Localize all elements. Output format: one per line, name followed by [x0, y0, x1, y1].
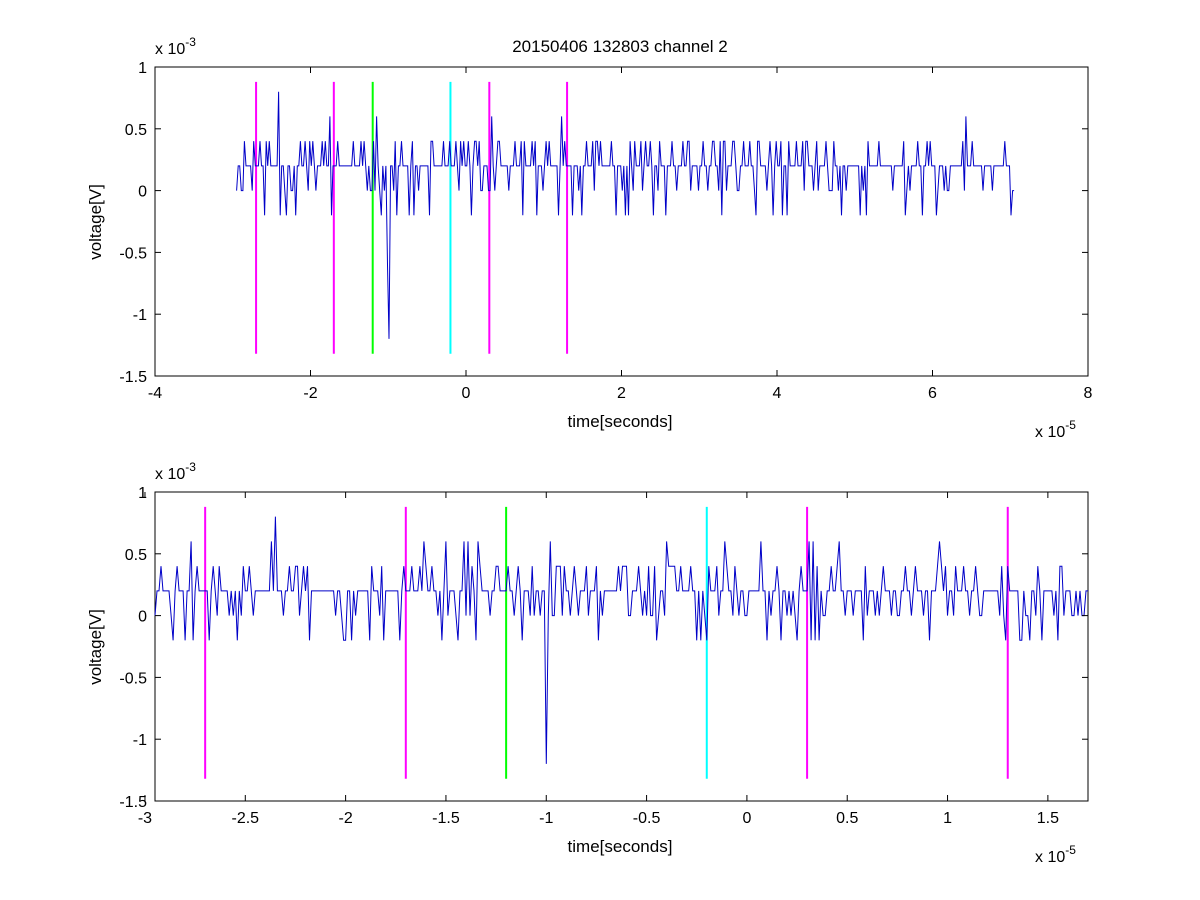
top-x-tick-label: 0 — [462, 385, 471, 402]
top-x-multiplier-exponent: -5 — [1065, 418, 1076, 432]
top-x-multiplier-base: x 10 — [1035, 424, 1065, 441]
bottom-x-axis-label: time[seconds] — [568, 837, 673, 856]
top-x-axis-label: time[seconds] — [568, 412, 673, 431]
bottom-y-multiplier-exponent: -3 — [185, 460, 196, 474]
top-markers — [255, 81, 569, 354]
bottom-y-ticks: -1.5 -1 -0.5 0 0.5 1 — [119, 485, 1088, 811]
bottom-x-tick-label: 0 — [742, 810, 751, 827]
top-y-tick-label: 0.5 — [125, 122, 147, 139]
top-x-tick-label: 6 — [928, 385, 937, 402]
top-y-ticks: -1.5 -1 -0.5 0 0.5 1 — [119, 60, 1088, 386]
top-x-tick-label: 8 — [1084, 385, 1093, 402]
bottom-x-multiplier: x 10-5 — [1035, 843, 1076, 866]
top-y-multiplier: x 10-3 — [155, 35, 196, 58]
bottom-y-tick-label: 0.5 — [125, 547, 147, 564]
top-y-tick-label: -1 — [133, 307, 147, 324]
bottom-y-multiplier: x 10-3 — [155, 460, 196, 483]
top-x-tick-label: 4 — [773, 385, 782, 402]
top-y-tick-label: 0 — [138, 184, 147, 201]
top-x-ticks: -4 -2 0 2 4 6 8 — [148, 67, 1093, 402]
bottom-y-tick-label: 1 — [138, 485, 147, 502]
top-y-axis-label: voltage[V] — [86, 184, 105, 260]
bottom-axes-box — [154, 491, 1089, 802]
top-x-tick-label: -4 — [148, 385, 162, 402]
bottom-y-tick-label: -1 — [133, 732, 147, 749]
bottom-y-axis-label: voltage[V] — [86, 609, 105, 685]
bottom-y-multiplier-base: x 10 — [155, 466, 185, 483]
bottom-x-tick-label: -1 — [539, 810, 553, 827]
bottom-subplot: -3 -2.5 -2 -1.5 -1 -0.5 0 0.5 1 1.5 -1.5 -1 -0.5 0 0.… — [86, 460, 1089, 866]
top-signal-line — [236, 91, 1015, 339]
bottom-x-tick-label: -2.5 — [232, 810, 260, 827]
bottom-y-tick-label: -1.5 — [119, 794, 147, 811]
bottom-x-tick-label: -1.5 — [432, 810, 460, 827]
top-x-tick-label: 2 — [617, 385, 626, 402]
top-x-multiplier: x 10-5 — [1035, 418, 1076, 441]
bottom-x-ticks: -3 -2.5 -2 -1.5 -1 -0.5 0 0.5 1 1.5 — [138, 492, 1059, 827]
top-y-tick-label: -1.5 — [119, 369, 147, 386]
bottom-y-tick-label: -0.5 — [119, 670, 147, 687]
bottom-x-tick-label: 0.5 — [836, 810, 858, 827]
bottom-x-tick-label: 1 — [943, 810, 952, 827]
top-axes-box — [154, 66, 1089, 377]
bottom-markers — [204, 506, 1009, 779]
top-y-tick-label: 1 — [138, 60, 147, 77]
bottom-x-tick-label: -0.5 — [633, 810, 661, 827]
top-subplot: -4 -2 0 2 4 6 8 -1.5-1-0.500.51 time[seconds] … — [86, 35, 1093, 441]
bottom-x-multiplier-base: x 10 — [1035, 849, 1065, 866]
bottom-x-multiplier-exponent: -5 — [1065, 843, 1076, 857]
top-y-tick-label: -0.5 — [119, 245, 147, 262]
bottom-x-tick-label: -2 — [338, 810, 352, 827]
bottom-x-tick-label: -3 — [138, 810, 152, 827]
top-y-multiplier-exponent: -3 — [185, 35, 196, 49]
bottom-x-tick-label: 1.5 — [1037, 810, 1059, 827]
bottom-y-tick-label: 0 — [138, 609, 147, 626]
top-x-tick-label: -2 — [303, 385, 317, 402]
top-y-multiplier-base: x 10 — [155, 41, 185, 58]
bottom-signal-line — [154, 516, 1088, 764]
figure-title: 20150406 132803 channel 2 — [512, 37, 728, 56]
